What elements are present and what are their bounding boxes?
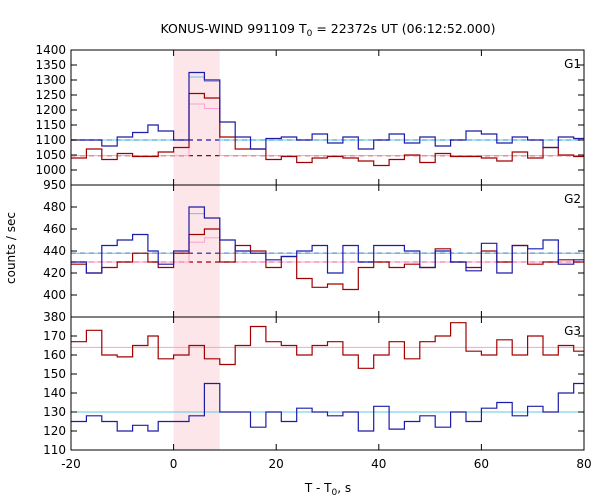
y-tick-label-g1-1200: 1200 [35,103,66,117]
series-red-g3 [71,322,584,369]
trigger-interval-highlight [173,50,220,450]
y-tick-label-g3-170: 170 [43,329,66,343]
x-axis-label-rest: , s [337,481,351,495]
y-tick-label-g2-420: 420 [43,266,66,280]
y-tick-label-g2-460: 460 [43,222,66,236]
chart-title: KONUS-WIND 991109 T0 = 22372s UT (06:12:… [160,21,495,39]
panel-label-g3: G3 [564,324,581,338]
y-tick-label-g1-1050: 1050 [35,148,66,162]
y-axis-label: counts / sec [4,212,18,284]
chart-title-rest: = 22372s UT (06:12:52.000) [312,21,495,36]
y-tick-label-g2-480: 480 [43,200,66,214]
y-tick-label-g2-440: 440 [43,244,66,258]
y-tick-label-g1-1150: 1150 [35,118,66,132]
series-red-g1 [71,92,584,167]
panel-g2: 380 400 420 440 460 480 G2 [43,184,585,324]
x-tick-label-0: 0 [170,457,178,471]
series-blue-g3 [71,382,584,432]
x-tick-label-20: 20 [269,457,284,471]
series-cyan-g2 [71,213,584,254]
y-tick-label-g1-1100: 1100 [35,133,66,147]
series-pink-g1 [71,103,584,157]
y-tick-label-g3-150: 150 [43,367,66,381]
x-axis-label-main: T - T [304,481,332,495]
x-tick-label--20: -20 [61,457,81,471]
panel-frame-g1 [70,49,585,186]
panel-frame-g3 [70,316,585,451]
y-tick-label-g1-1000: 1000 [35,163,66,177]
y-tick-label-g3-140: 140 [43,386,66,400]
y-tick-label-g1-1250: 1250 [35,88,66,102]
y-tick-label-g1-1400: 1400 [35,43,66,57]
y-tick-label-g2-380: 380 [43,310,66,324]
series-blue-g2 [71,206,584,274]
series-blue-g1 [71,71,584,150]
y-tick-label-g1-950: 950 [43,178,66,192]
panel-label-g2: G2 [564,192,581,206]
x-tick-label-60: 60 [474,457,489,471]
chart-title-subscript: 0 [307,29,313,39]
y-tick-label-g3-130: 130 [43,405,66,419]
y-tick-label-g2-400: 400 [43,288,66,302]
panel-label-g1: G1 [564,57,581,71]
y-tick-label-g1-1300: 1300 [35,73,66,87]
x-axis-label-subscript: 0 [332,488,338,498]
y-tick-label-g1-1350: 1350 [35,58,66,72]
panel-g3: 110 120 130 140 150 160 170 G3 [43,316,585,457]
chart-title-main: KONUS-WIND 991109 T [160,21,306,36]
series-pink-g2 [71,237,584,263]
y-tick-label-g3-110: 110 [43,443,66,457]
x-tick-label-80: 80 [576,457,591,471]
x-axis-label: T - T0, s [304,481,351,498]
y-tick-label-g3-120: 120 [43,424,66,438]
y-tick-label-g3-160: 160 [43,348,66,362]
x-tick-label-40: 40 [371,457,386,471]
